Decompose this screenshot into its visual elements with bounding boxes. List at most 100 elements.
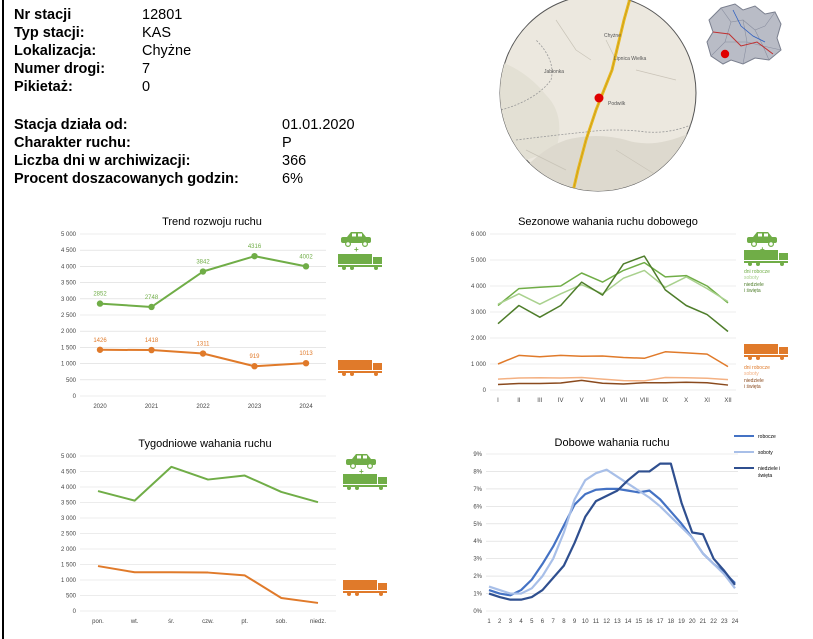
x-tick-label: 2	[498, 619, 502, 625]
x-tick-label: 13	[614, 619, 621, 625]
legend-heavy-holidays: i święta	[744, 384, 761, 390]
series-line-5	[497, 376, 729, 382]
x-tick-label: śr.	[168, 619, 175, 625]
estimated-hours-label: Procent doszacowanych godzin:	[14, 171, 239, 187]
x-tick-label: X	[684, 398, 688, 404]
data-point	[199, 268, 207, 275]
data-label: 1426	[93, 338, 107, 344]
x-tick-label: 12	[603, 619, 610, 625]
y-tick-label: 8%	[473, 469, 482, 475]
x-tick-label: 18	[667, 619, 674, 625]
data-label: 1013	[299, 351, 313, 357]
data-label: 1418	[145, 338, 159, 344]
estimated-hours-value: 6%	[282, 171, 303, 187]
series-line-2	[497, 269, 729, 305]
car-icon: +	[341, 232, 371, 254]
y-tick-label: 5 000	[471, 258, 487, 264]
series-line-3	[488, 462, 736, 601]
y-tick-label: 2 500	[61, 532, 77, 538]
seasonal-car-icon: +	[747, 232, 777, 254]
x-tick-label: III	[537, 398, 542, 404]
y-tick-label: 4%	[473, 539, 482, 545]
data-label: 4316	[248, 244, 262, 250]
map-place-2: Jabłonka	[544, 69, 564, 75]
y-tick-label: 0%	[473, 609, 482, 615]
weekly-truck-orange-icon	[343, 580, 387, 596]
traffic-character-value: P	[282, 135, 292, 151]
y-tick-label: 7%	[473, 487, 482, 493]
x-tick-label: 8	[562, 619, 566, 625]
data-label: 2748	[145, 295, 159, 301]
weekly-chart: Tygodniowe wahania ruchu 0 500 1 000 1 500 2…	[40, 434, 390, 634]
y-tick-label: 1%	[473, 592, 482, 598]
y-tick-label: 4 000	[471, 284, 487, 290]
y-tick-label: 3 000	[471, 310, 487, 316]
archive-days-value: 366	[282, 153, 307, 169]
series-line-1	[488, 487, 736, 597]
y-tick-label: 6 000	[471, 232, 487, 238]
seasonal-legend: + dni robocze soboty niedziele i święta …	[744, 232, 788, 390]
map-place-4: Podwilk	[608, 101, 626, 107]
legend-light-holidays: i święta	[744, 288, 761, 294]
y-tick-label: 500	[66, 594, 77, 600]
data-point	[251, 252, 258, 260]
x-tick-label: 2020	[93, 404, 107, 410]
x-tick-label: XI	[704, 398, 710, 404]
data-label: 2852	[93, 292, 107, 298]
svg-text:+: +	[354, 245, 359, 254]
series-line-2	[97, 565, 319, 604]
x-tick-label: 2021	[145, 404, 159, 410]
y-tick-label: 0	[483, 388, 487, 394]
legend-workdays: robocze	[758, 434, 776, 440]
y-tick-label: 4 500	[61, 248, 77, 254]
station-type-value: KAS	[142, 25, 172, 41]
y-tick-label: 2 000	[471, 336, 487, 342]
data-point	[96, 346, 104, 353]
x-tick-label: 3	[509, 619, 513, 625]
svg-text:+: +	[760, 245, 765, 254]
legend-light-workdays: dni robocze	[744, 269, 770, 275]
trend-chart-title: Trend rozwoju ruchu	[162, 216, 262, 228]
trend-chart-svg: Trend rozwoju ruchu 0 500 1 000 1 500 2 000 2…	[61, 216, 382, 410]
region-marker	[720, 49, 730, 59]
weekly-legend: +	[343, 454, 387, 596]
y-tick-label: 3 500	[61, 501, 77, 507]
x-tick-label: 9	[573, 619, 577, 625]
data-label: 4002	[299, 254, 313, 260]
y-tick-label: 0	[73, 394, 77, 400]
x-tick-label: wt.	[130, 619, 139, 625]
y-tick-label: 5 000	[61, 232, 77, 238]
y-tick-label: 4 000	[61, 485, 77, 491]
series-line-1	[497, 261, 729, 307]
y-tick-label: 1 500	[61, 563, 77, 569]
map-place-3: Lipnica Wielka	[614, 56, 646, 62]
data-label: 3842	[196, 260, 210, 266]
x-tick-label: 22	[710, 619, 717, 625]
x-tick-label: 11	[593, 619, 600, 625]
truck-green-icon	[338, 254, 382, 270]
legend-sundays: niedziele i	[758, 466, 780, 472]
x-tick-label: VI	[600, 398, 606, 404]
x-tick-label: IX	[662, 398, 668, 404]
data-point	[302, 263, 310, 270]
daily-chart: Dobowe wahania ruchu 0% 1% 2% 3% 4% 5% 6% 7% 8% 9…	[452, 430, 797, 635]
legend-light-saturdays: soboty	[744, 275, 759, 281]
weekly-truck-green-icon	[343, 474, 387, 490]
trend-legend: +	[338, 232, 382, 376]
data-label: 1311	[197, 342, 211, 348]
series-line-6	[497, 379, 729, 386]
y-tick-label: 3%	[473, 557, 482, 563]
legend-heavy-saturdays: soboty	[744, 371, 759, 377]
y-tick-label: 0	[73, 609, 77, 615]
daily-chart-title: Dobowe wahania ruchu	[555, 437, 670, 449]
x-tick-label: 20	[689, 619, 696, 625]
x-tick-label: XII	[724, 398, 732, 404]
y-tick-label: 6%	[473, 504, 482, 510]
weekly-chart-svg: Tygodniowe wahania ruchu 0 500 1 000 1 500 2…	[61, 438, 387, 625]
station-number-label: Nr stacji	[14, 7, 72, 23]
x-tick-label: 24	[732, 619, 739, 625]
y-tick-label: 4 000	[61, 264, 77, 270]
seasonal-chart: Sezonowe wahania ruchu dobowego 0 1 000 2 …	[458, 212, 788, 417]
daily-legend: robocze soboty niedziele i święta	[734, 434, 780, 479]
y-tick-label: 4 500	[61, 470, 77, 476]
